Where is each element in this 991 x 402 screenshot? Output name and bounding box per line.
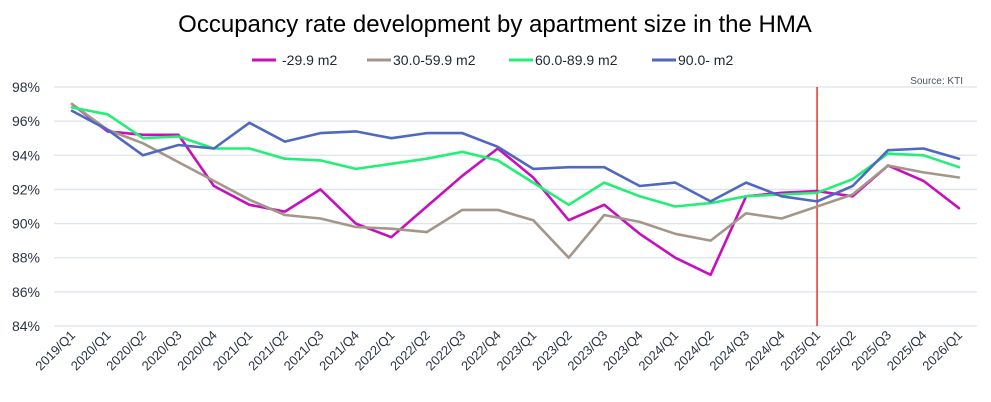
x-axis: 2019/Q12020/Q12020/Q22020/Q32020/Q42021/… bbox=[32, 328, 965, 374]
y-tick-label: 86% bbox=[12, 284, 40, 300]
series-line-60-0-89-9-m2 bbox=[70, 106, 961, 208]
series-lines bbox=[70, 102, 961, 277]
chart-title: Occupancy rate development by apartment … bbox=[178, 11, 812, 38]
source-note: Source: KTI bbox=[910, 76, 963, 87]
y-tick-label: 84% bbox=[12, 318, 40, 334]
legend-label: -29.9 m2 bbox=[282, 52, 337, 68]
series-line-30-0-59-9-m2 bbox=[70, 102, 961, 260]
y-tick-label: 88% bbox=[12, 250, 40, 266]
legend-item: 90.0- m2 bbox=[652, 52, 733, 68]
y-tick-label: 98% bbox=[12, 79, 40, 95]
legend-item: 60.0-89.9 m2 bbox=[509, 52, 618, 68]
gridlines bbox=[54, 86, 977, 327]
legend: -29.9 m2 30.0-59.9 m2 60.0-89.9 m2 90.0- m2 bbox=[252, 52, 733, 68]
legend-item: 30.0-59.9 m2 bbox=[367, 52, 476, 68]
x-tick-label: 2026/Q1 bbox=[919, 328, 965, 374]
legend-label: 90.0- m2 bbox=[678, 52, 733, 68]
series-line-29-9-m2 bbox=[70, 102, 961, 277]
legend-label: 30.0-59.9 m2 bbox=[393, 52, 476, 68]
y-axis: 84% 86% 88% 90% 92% 94% 96% 98% bbox=[12, 79, 40, 334]
legend-item: -29.9 m2 bbox=[252, 52, 337, 68]
y-tick-label: 96% bbox=[12, 113, 40, 129]
y-tick-label: 94% bbox=[12, 147, 40, 163]
series-line-90-0-m2 bbox=[70, 109, 961, 203]
y-tick-label: 92% bbox=[12, 181, 40, 197]
y-tick-label: 90% bbox=[12, 216, 40, 232]
legend-label: 60.0-89.9 m2 bbox=[535, 52, 618, 68]
